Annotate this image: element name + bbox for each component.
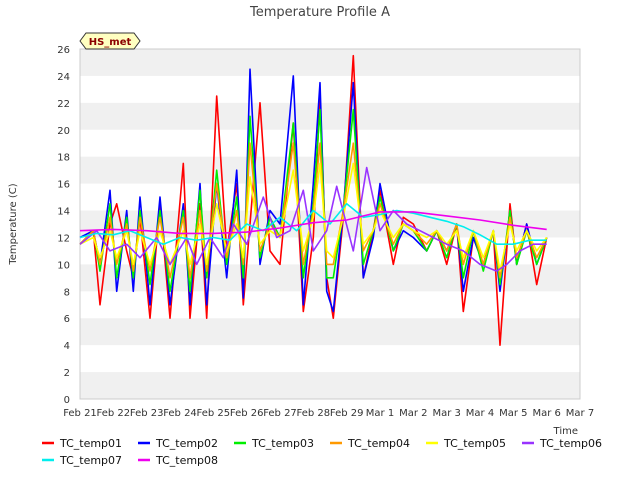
- grid-band: [80, 49, 580, 76]
- y-tick-label: 22: [57, 99, 70, 110]
- y-tick-label: 4: [64, 341, 70, 352]
- x-tick-label: Feb 28: [297, 408, 331, 419]
- series-lines: [79, 54, 548, 347]
- plot-frame: [79, 48, 581, 400]
- y-tick-label: 0: [64, 395, 70, 406]
- legend-item-TC_temp02: TC_temp02: [138, 437, 218, 450]
- y-tick-label: 8: [64, 287, 70, 298]
- legend-item-TC_temp07: TC_temp07: [42, 454, 122, 467]
- x-tick-label: Mar 3: [432, 408, 460, 419]
- y-tick-label: 2: [64, 368, 70, 379]
- x-axis-ticks: Feb 21 Feb 22 Feb 23 Feb 24 Feb 25 Feb 26 Feb …: [63, 408, 594, 419]
- series-line-TC_temp05: [79, 162, 548, 272]
- series-line-TC_temp08: [79, 211, 547, 235]
- legend-item-TC_temp05: TC_temp05: [426, 437, 506, 450]
- y-tick-label: 14: [57, 207, 70, 218]
- x-tick-label: Mar 6: [532, 408, 560, 419]
- y-tick-label: 18: [57, 153, 70, 164]
- y-tick-label: 24: [57, 72, 70, 83]
- legend-label: TC_temp05: [443, 437, 506, 450]
- y-tick-label: 6: [64, 314, 70, 325]
- x-tick-label: Feb 24: [163, 408, 197, 419]
- grid-band: [80, 102, 580, 130]
- y-tick-label: 26: [57, 45, 70, 56]
- legend-label: TC_temp04: [347, 437, 410, 450]
- y-tick-label: 10: [57, 260, 70, 271]
- x-tick-label: Mar 5: [499, 408, 527, 419]
- series-line-TC_temp06: [79, 166, 547, 272]
- series-line-TC_temp07: [79, 203, 547, 245]
- legend-label: TC_temp03: [251, 437, 314, 450]
- x-tick-label: Feb 25: [197, 408, 231, 419]
- legend-item-TC_temp08: TC_temp08: [138, 454, 218, 467]
- legend-label: TC_temp02: [155, 437, 218, 450]
- legend-item-TC_temp04: TC_temp04: [330, 437, 410, 450]
- legend-label: TC_temp08: [155, 454, 218, 467]
- y-tick-label: 16: [57, 180, 70, 191]
- y-tick-label: 20: [57, 126, 70, 137]
- legend-label: TC_temp07: [59, 454, 122, 467]
- legend-item-TC_temp06: TC_temp06: [522, 437, 602, 450]
- grid-band: [80, 156, 580, 184]
- grid-band: [80, 318, 580, 346]
- legend: TC_temp01 TC_temp02 TC_temp03 TC_temp04 TC_t…: [42, 437, 602, 467]
- x-tick-label: Mar 4: [466, 408, 494, 419]
- x-tick-label: Mar 7: [566, 408, 594, 419]
- legend-item-TC_temp01: TC_temp01: [42, 437, 122, 450]
- y-tick-label: 12: [57, 233, 70, 244]
- grid-band: [80, 372, 580, 399]
- x-tick-label: Feb 21: [63, 408, 97, 419]
- x-tick-label: Feb 27: [263, 408, 297, 419]
- badge-label: HS_met: [89, 37, 132, 48]
- x-tick-label: Mar 1: [366, 408, 394, 419]
- x-tick-label: Mar 2: [399, 408, 427, 419]
- legend-label: TC_temp06: [539, 437, 602, 450]
- y-axis-label: Temperature (C): [8, 183, 19, 265]
- x-tick-label: Feb 23: [130, 408, 164, 419]
- x-tick-label: Feb 29: [330, 408, 364, 419]
- hs-met-badge: HS_met: [79, 32, 141, 50]
- series-line-TC_temp01: [79, 54, 548, 347]
- x-tick-label: Feb 22: [97, 408, 131, 419]
- legend-label: TC_temp01: [59, 437, 122, 450]
- legend-item-TC_temp03: TC_temp03: [234, 437, 314, 450]
- x-tick-label: Feb 26: [230, 408, 264, 419]
- x-axis-label: Time: [553, 426, 578, 437]
- chart-title: Temperature Profile A: [249, 5, 390, 20]
